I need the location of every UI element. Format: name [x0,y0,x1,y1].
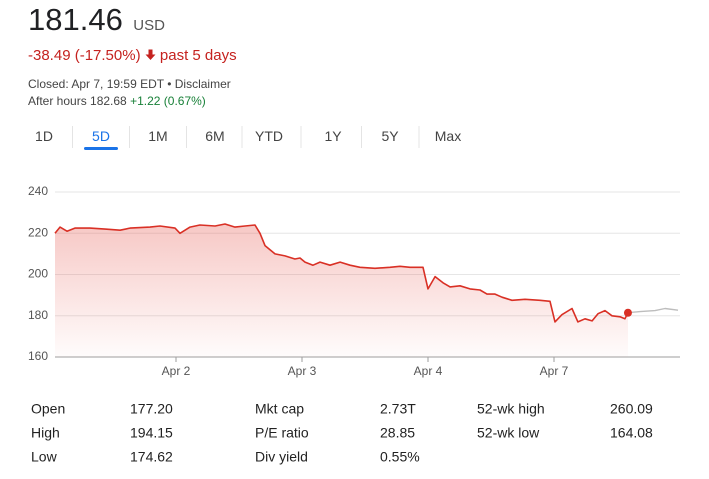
currency: USD [133,17,165,34]
stat-value: 177.20 [130,401,173,417]
stat-label: Open [31,401,65,417]
stat-label: High [31,425,60,441]
closed: Closed: Apr 7, 19:59 EDT [28,77,164,91]
x-tick-label: Apr 3 [288,364,317,378]
price-row: 181.46 USD [28,2,165,38]
stat-label: P/E ratio [255,425,309,441]
range-tab[interactable]: YTD [255,128,283,144]
range-tab[interactable]: 1Y [324,128,342,144]
down-arrow [145,49,156,60]
price-line [627,307,679,314]
change-row: -38.49 (-17.50%) past 5 days [28,47,237,64]
stat-value: 2.73T [380,401,416,417]
stat-label: 52-wk high [477,401,545,417]
stat-value: 260.09 [610,401,653,417]
close-dot [623,308,632,317]
stat-value: 194.15 [130,425,173,441]
stat-value: 164.08 [610,425,653,441]
x-tick-label: Apr 7 [540,364,569,378]
stat-label: 52-wk low [477,425,540,441]
x-tick-label: Apr 4 [414,364,443,378]
stat-label: Low [31,449,58,465]
stat-label: Div yield [255,449,308,465]
stat-value: 0.55% [380,449,420,465]
disclaimer[interactable]: Disclaimer [174,77,231,91]
range-tab[interactable]: 1D [35,128,53,144]
y-tick-label: 200 [28,267,48,281]
stat-label: Mkt cap [255,401,304,417]
y-tick-label: 240 [28,184,48,198]
area-fill [55,224,628,357]
y-tick-label: 160 [28,349,48,363]
price: 181.46 [28,2,123,37]
after-hours-row: After hours 182.68 +1.22 (0.67%) [28,94,206,108]
price-line [54,223,629,323]
period: past 5 days [159,47,237,64]
closed-row: Closed: Apr 7, 19:59 EDT • Disclaimer [28,77,231,91]
stat-value: 28.85 [380,425,415,441]
range-tab[interactable]: 5D [92,128,110,144]
y-tick-label: 220 [28,225,48,239]
change: -38.49 (-17.50%) [28,47,141,64]
range-tab[interactable]: Max [434,128,462,144]
range-tab[interactable]: 5Y [381,128,399,144]
range-tab[interactable]: 1M [148,128,168,144]
y-tick-label: 180 [28,308,48,322]
separator: • [167,77,172,91]
stat-value: 174.62 [130,449,173,465]
x-tick-label: Apr 2 [162,364,191,378]
after-hours-change: +1.22 (0.67%) [130,94,206,108]
after-hours: After hours 182.68 [28,94,127,108]
tab-underline [84,147,118,150]
range-tab[interactable]: 6M [205,128,225,144]
